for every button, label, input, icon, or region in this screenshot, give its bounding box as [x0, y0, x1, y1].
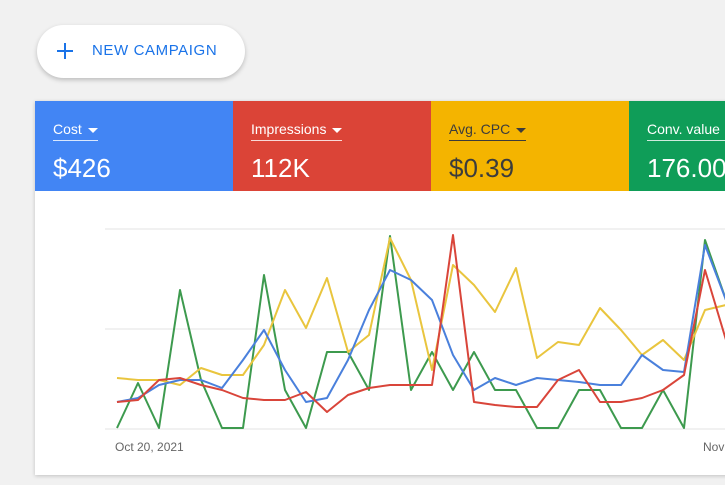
plus-icon — [57, 43, 73, 59]
series-line — [116, 235, 725, 429]
metric-value: 176.00 — [647, 153, 725, 183]
metric-label: Impressions — [251, 121, 343, 141]
metric-card[interactable]: Conv. value 176.00 — [629, 101, 725, 191]
metric-value: 112K — [251, 153, 310, 183]
x-tick-label: Oct 20, 2021 — [115, 440, 184, 454]
metric-label: Conv. value — [647, 121, 725, 141]
metric-label: Cost — [53, 121, 98, 141]
series-line — [116, 234, 725, 413]
button-label: NEW CAMPAIGN — [92, 42, 218, 59]
metric-card[interactable]: Impressions 112K — [233, 101, 431, 191]
metric-value: $426 — [53, 153, 111, 183]
chart-panel: Cost $426 Impressions 112K Avg. CPC $0.39 Conv… — [35, 101, 725, 475]
x-tick-label: Nov 20 — [703, 440, 725, 454]
metric-value: $0.39 — [449, 153, 515, 183]
series-line — [116, 244, 725, 403]
metric-card[interactable]: Cost $426 — [35, 101, 233, 191]
metric-card[interactable]: Avg. CPC $0.39 — [431, 101, 629, 191]
new-campaign-button[interactable]: NEW CAMPAIGN — [37, 25, 245, 78]
metric-label: Avg. CPC — [449, 121, 527, 141]
chart: Oct 20, 2021 Nov 20 — [105, 228, 725, 454]
series-line — [116, 237, 725, 386]
